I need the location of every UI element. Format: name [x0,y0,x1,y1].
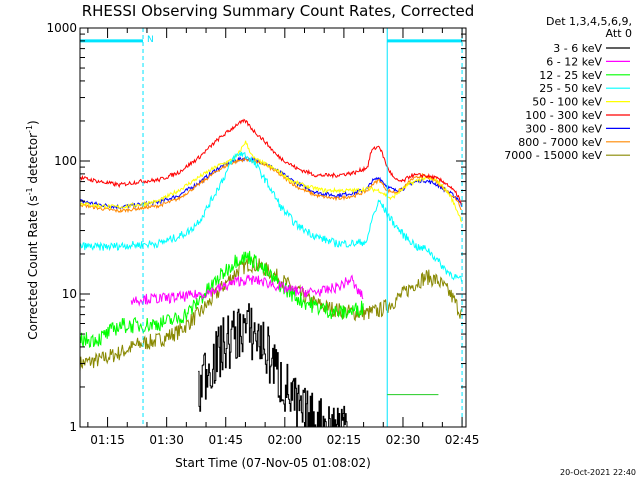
x-axis-label: Start Time (07-Nov-05 01:08:02) [175,456,371,470]
series-line-3-6-keV [198,303,348,428]
y-tick-label: 100 [54,154,77,168]
legend-label: 50 - 100 keV [532,96,602,109]
legend-label: 25 - 50 keV [539,82,602,95]
x-tick-label: 02:30 [386,433,421,447]
y-tick-label: 1 [69,420,77,434]
legend-label: 100 - 300 keV [525,109,602,122]
series-line-7000-15000-keV [79,257,463,372]
legend-label: 7000 - 15000 keV [504,149,602,162]
x-tick-label: 01:30 [149,433,184,447]
y-tick-label: 1000 [46,21,77,35]
legend-header-attenuator: Att 0 [606,27,632,40]
series-line-50-100-keV [79,140,463,223]
series-line-100-300-keV [79,118,463,206]
series-line-12-25-keV [79,250,364,349]
legend-header-detectors: Det 1,3,4,5,6,9, [546,15,632,28]
x-tick-label: 01:45 [208,433,243,447]
y-axis-label-text: Corrected Count Rate (s-1 detector-1) [25,120,40,339]
series-line-6-12-keV [130,274,364,307]
series-line-800-7000-keV [80,157,462,214]
x-tick-label: 02:45 [445,433,480,447]
x-tick-label: 01:15 [90,433,125,447]
series-layer [79,118,463,428]
series-line-25-50-keV [79,150,463,282]
y-axis-label: Corrected Count Rate (s-1 detector-1) [25,120,40,339]
x-axis: 01:15 01:30 01:45 02:00 02:15 02:30 02:45 [87,28,480,447]
legend-label: 12 - 25 keV [539,69,602,82]
legend-label: 3 - 6 keV [553,42,602,55]
x-tick-label: 02:15 [327,433,362,447]
chart-title: RHESSI Observing Summary Count Rates, Co… [82,2,475,20]
y-axis: 1 10 100 1000 [46,21,466,434]
marker-label-0: N [147,35,154,45]
legend-label: 300 - 800 keV [525,122,602,135]
footer-timestamp: 20-Oct-2021 22:40 [560,468,636,477]
x-tick-label: 02:00 [268,433,303,447]
plot-frame [79,27,467,428]
legend-label: 6 - 12 keV [546,55,602,68]
y-tick-label: 10 [62,287,77,301]
legend-label: 800 - 7000 keV [518,136,602,149]
